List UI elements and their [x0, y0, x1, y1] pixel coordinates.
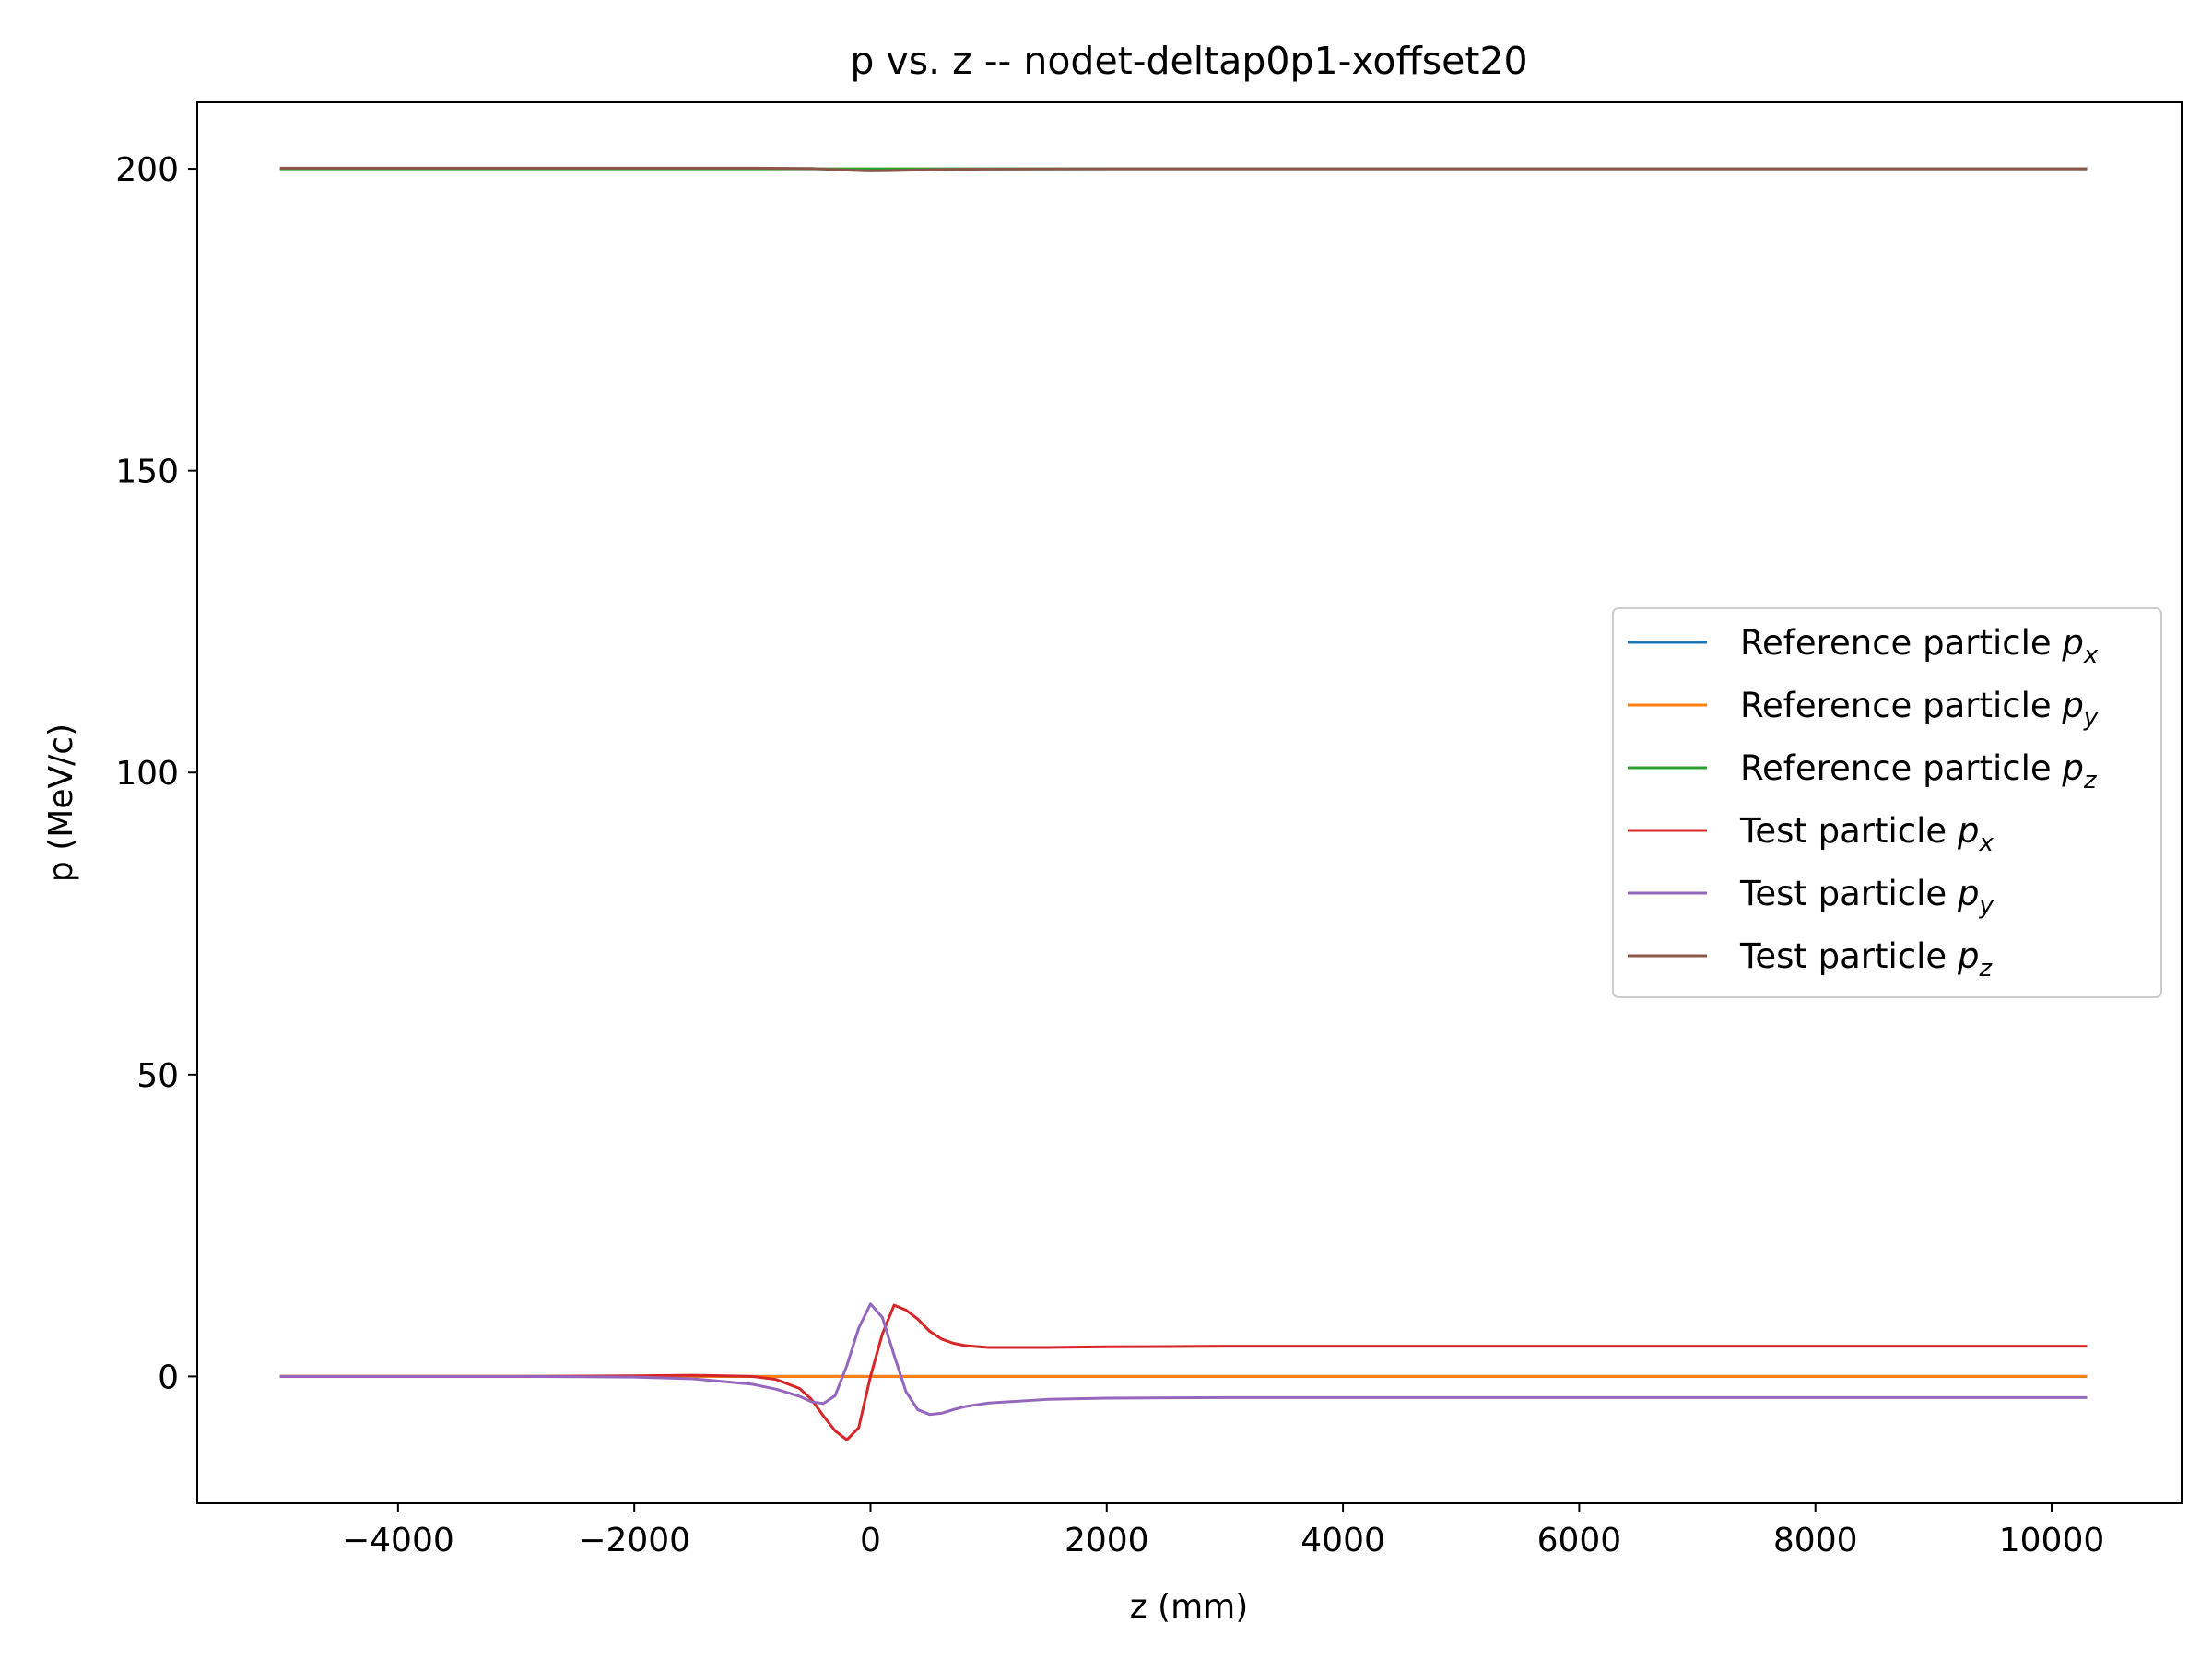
chart-title: p vs. z -- nodet-deltap0p1-xoffset20: [850, 39, 1527, 83]
x-tick-label: −4000: [342, 1522, 454, 1559]
x-tick-label: 10000: [1999, 1522, 2105, 1559]
x-tick-label: 6000: [1537, 1522, 1622, 1559]
y-axis-label: p (MeV/c): [42, 724, 80, 882]
y-tick-label: 150: [115, 453, 179, 491]
legend-label: Reference particle py: [1740, 686, 2099, 732]
legend-label: Test particle py: [1739, 874, 1994, 920]
y-axis-ticks: 0 50 100 150 200: [115, 151, 197, 1396]
x-tick-label: 8000: [1773, 1522, 1858, 1559]
x-tick-label: 2000: [1065, 1522, 1149, 1559]
legend-label: Reference particle px: [1740, 623, 2099, 669]
plot-frame: [196, 101, 2183, 1504]
series-line-3: [279, 1303, 2088, 1441]
legend-label: Test particle px: [1739, 811, 1994, 857]
legend-box: [1612, 607, 2162, 998]
legend-label: Test particle pz: [1739, 936, 1993, 982]
x-tick-label: −2000: [578, 1522, 690, 1559]
x-axis-ticks: −4000 −2000 0 2000 4000 6000 8000 10000: [342, 1503, 2104, 1559]
x-tick-label: 4000: [1300, 1522, 1385, 1559]
y-tick-label: 200: [115, 151, 179, 189]
y-tick-label: 50: [136, 1057, 179, 1095]
legend-label: Reference particle pz: [1740, 748, 2098, 794]
series-line-5: [279, 166, 2088, 172]
series-line-4: [279, 1302, 2088, 1417]
x-axis-label: z (mm): [1130, 1588, 1249, 1626]
series-layer: [279, 166, 2088, 1441]
legend: Reference particle px Reference particle …: [1612, 607, 2162, 998]
y-tick-label: 100: [115, 755, 179, 793]
y-tick-label: 0: [158, 1359, 179, 1396]
x-tick-label: 0: [860, 1522, 881, 1559]
legend-items: Reference particle px Reference particle …: [1628, 623, 2099, 982]
